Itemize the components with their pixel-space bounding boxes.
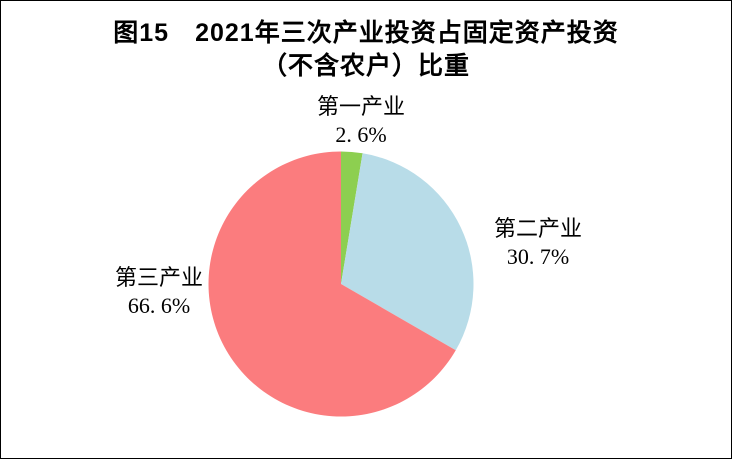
pie-slice-secondary-industry: [341, 153, 474, 351]
label-secondary-industry: 第二产业 30. 7%: [453, 215, 623, 271]
label-primary-industry-name: 第一产业: [316, 94, 405, 119]
chart-title-line2: （不含农户）比重: [261, 52, 470, 80]
pie-slice-tertiary-industry: [208, 151, 456, 417]
chart-title: 图15 2021年三次产业投资占固定资产投资 （不含农户）比重: [1, 17, 731, 83]
chart-title-line1: 图15 2021年三次产业投资占固定资产投资: [113, 19, 619, 47]
pie-slice-primary-industry: [341, 151, 363, 284]
label-secondary-industry-name: 第二产业: [493, 216, 582, 241]
label-tertiary-industry-name: 第三产业: [114, 265, 203, 290]
label-primary-industry-value: 2. 6%: [335, 122, 387, 147]
label-tertiary-industry-value: 66. 6%: [127, 293, 191, 318]
label-primary-industry: 第一产业 2. 6%: [276, 93, 446, 149]
label-secondary-industry-value: 30. 7%: [506, 244, 570, 269]
label-tertiary-industry: 第三产业 66. 6%: [74, 264, 244, 320]
